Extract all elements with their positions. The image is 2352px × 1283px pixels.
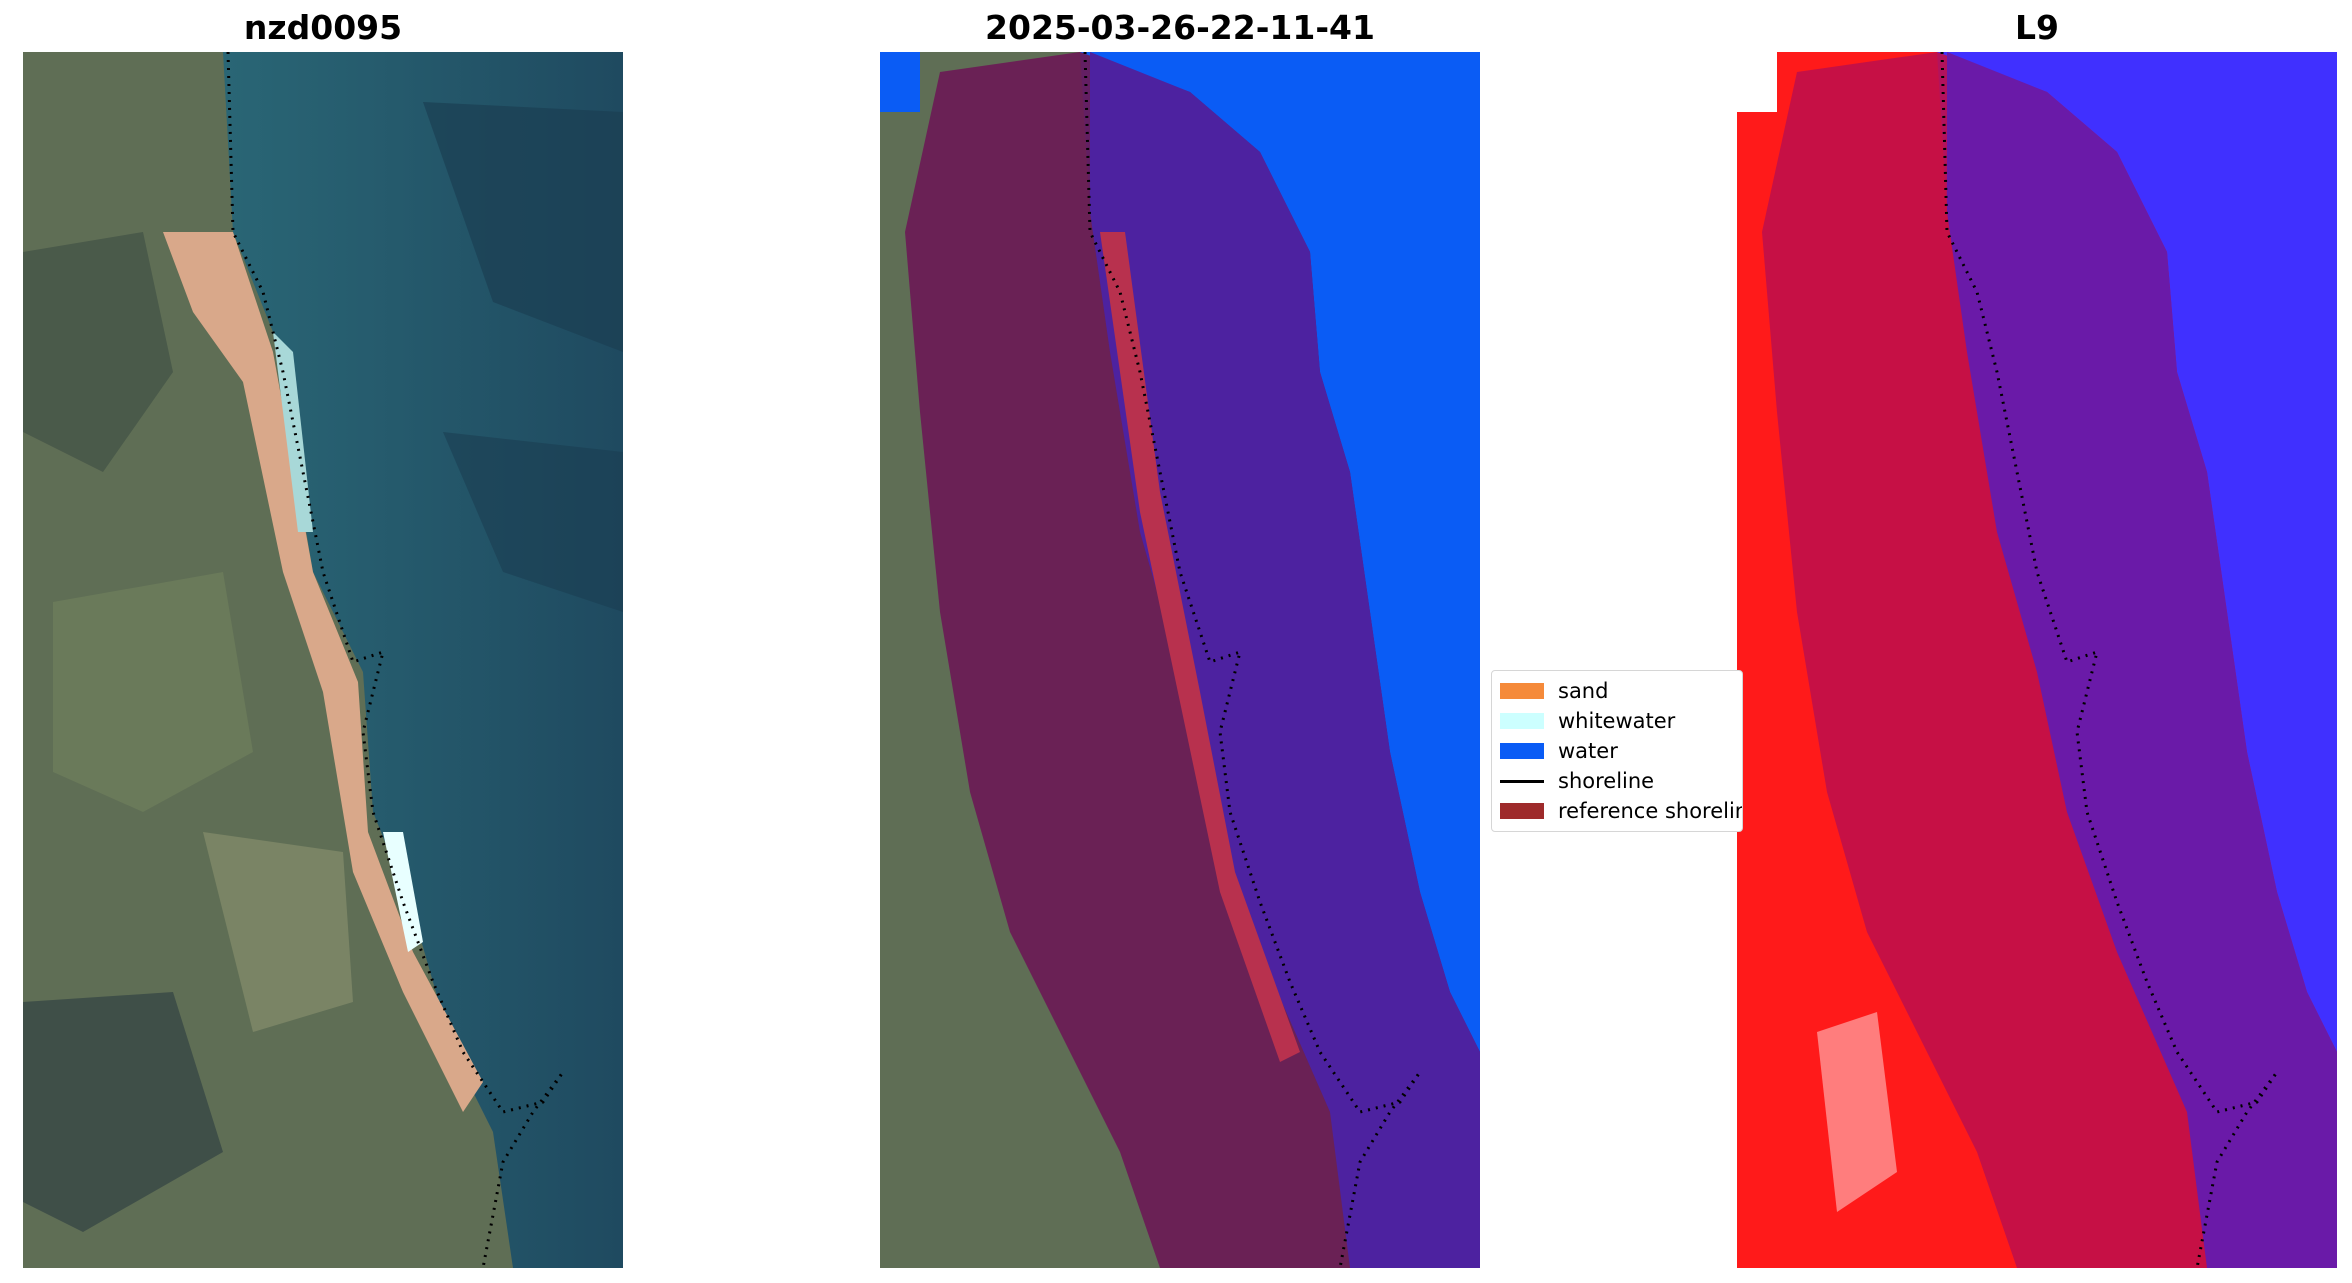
sand-swatch bbox=[1500, 683, 1544, 699]
shoreline-trace-center bbox=[1083, 52, 1422, 1268]
right-panel-title: L9 bbox=[2015, 8, 2059, 47]
legend-label: whitewater bbox=[1558, 709, 1676, 733]
water-swatch bbox=[1500, 743, 1544, 759]
center-classification-image bbox=[880, 52, 1480, 1268]
reference-shoreline-swatch bbox=[1500, 803, 1544, 819]
legend-item-whitewater: whitewater bbox=[1500, 707, 1675, 735]
classification-svg bbox=[880, 52, 1480, 1268]
legend-item-sand: sand bbox=[1500, 677, 1608, 705]
center-panel-title: 2025-03-26-22-11-41 bbox=[985, 8, 1375, 47]
shoreline-swatch bbox=[1500, 779, 1544, 783]
index-svg bbox=[1737, 52, 2337, 1268]
legend-label: shoreline bbox=[1558, 769, 1655, 793]
shoreline-trace bbox=[226, 52, 565, 1268]
left-satellite-image bbox=[23, 52, 623, 1268]
legend-item-shoreline: shoreline bbox=[1500, 767, 1654, 795]
buffer-water-overlap bbox=[1090, 52, 1480, 1268]
sand-overlap bbox=[1100, 232, 1300, 1062]
whitewater-swatch bbox=[1500, 713, 1544, 729]
buffer-water-index bbox=[1947, 52, 2337, 1268]
legend-label: sand bbox=[1558, 679, 1609, 703]
legend: sand whitewater water shoreline referenc… bbox=[1491, 670, 1743, 832]
rgb-image-svg bbox=[23, 52, 623, 1268]
legend-item-water: water bbox=[1500, 737, 1618, 765]
shoreline-trace-right bbox=[1940, 52, 2279, 1268]
legend-label: water bbox=[1558, 739, 1618, 763]
beach-strip bbox=[163, 232, 483, 1112]
legend-item-reference-shoreline: reference shoreline bbox=[1500, 797, 1743, 825]
right-index-image bbox=[1737, 52, 2337, 1268]
left-panel-title: nzd0095 bbox=[243, 8, 403, 47]
legend-label: reference shoreline bbox=[1558, 799, 1743, 823]
